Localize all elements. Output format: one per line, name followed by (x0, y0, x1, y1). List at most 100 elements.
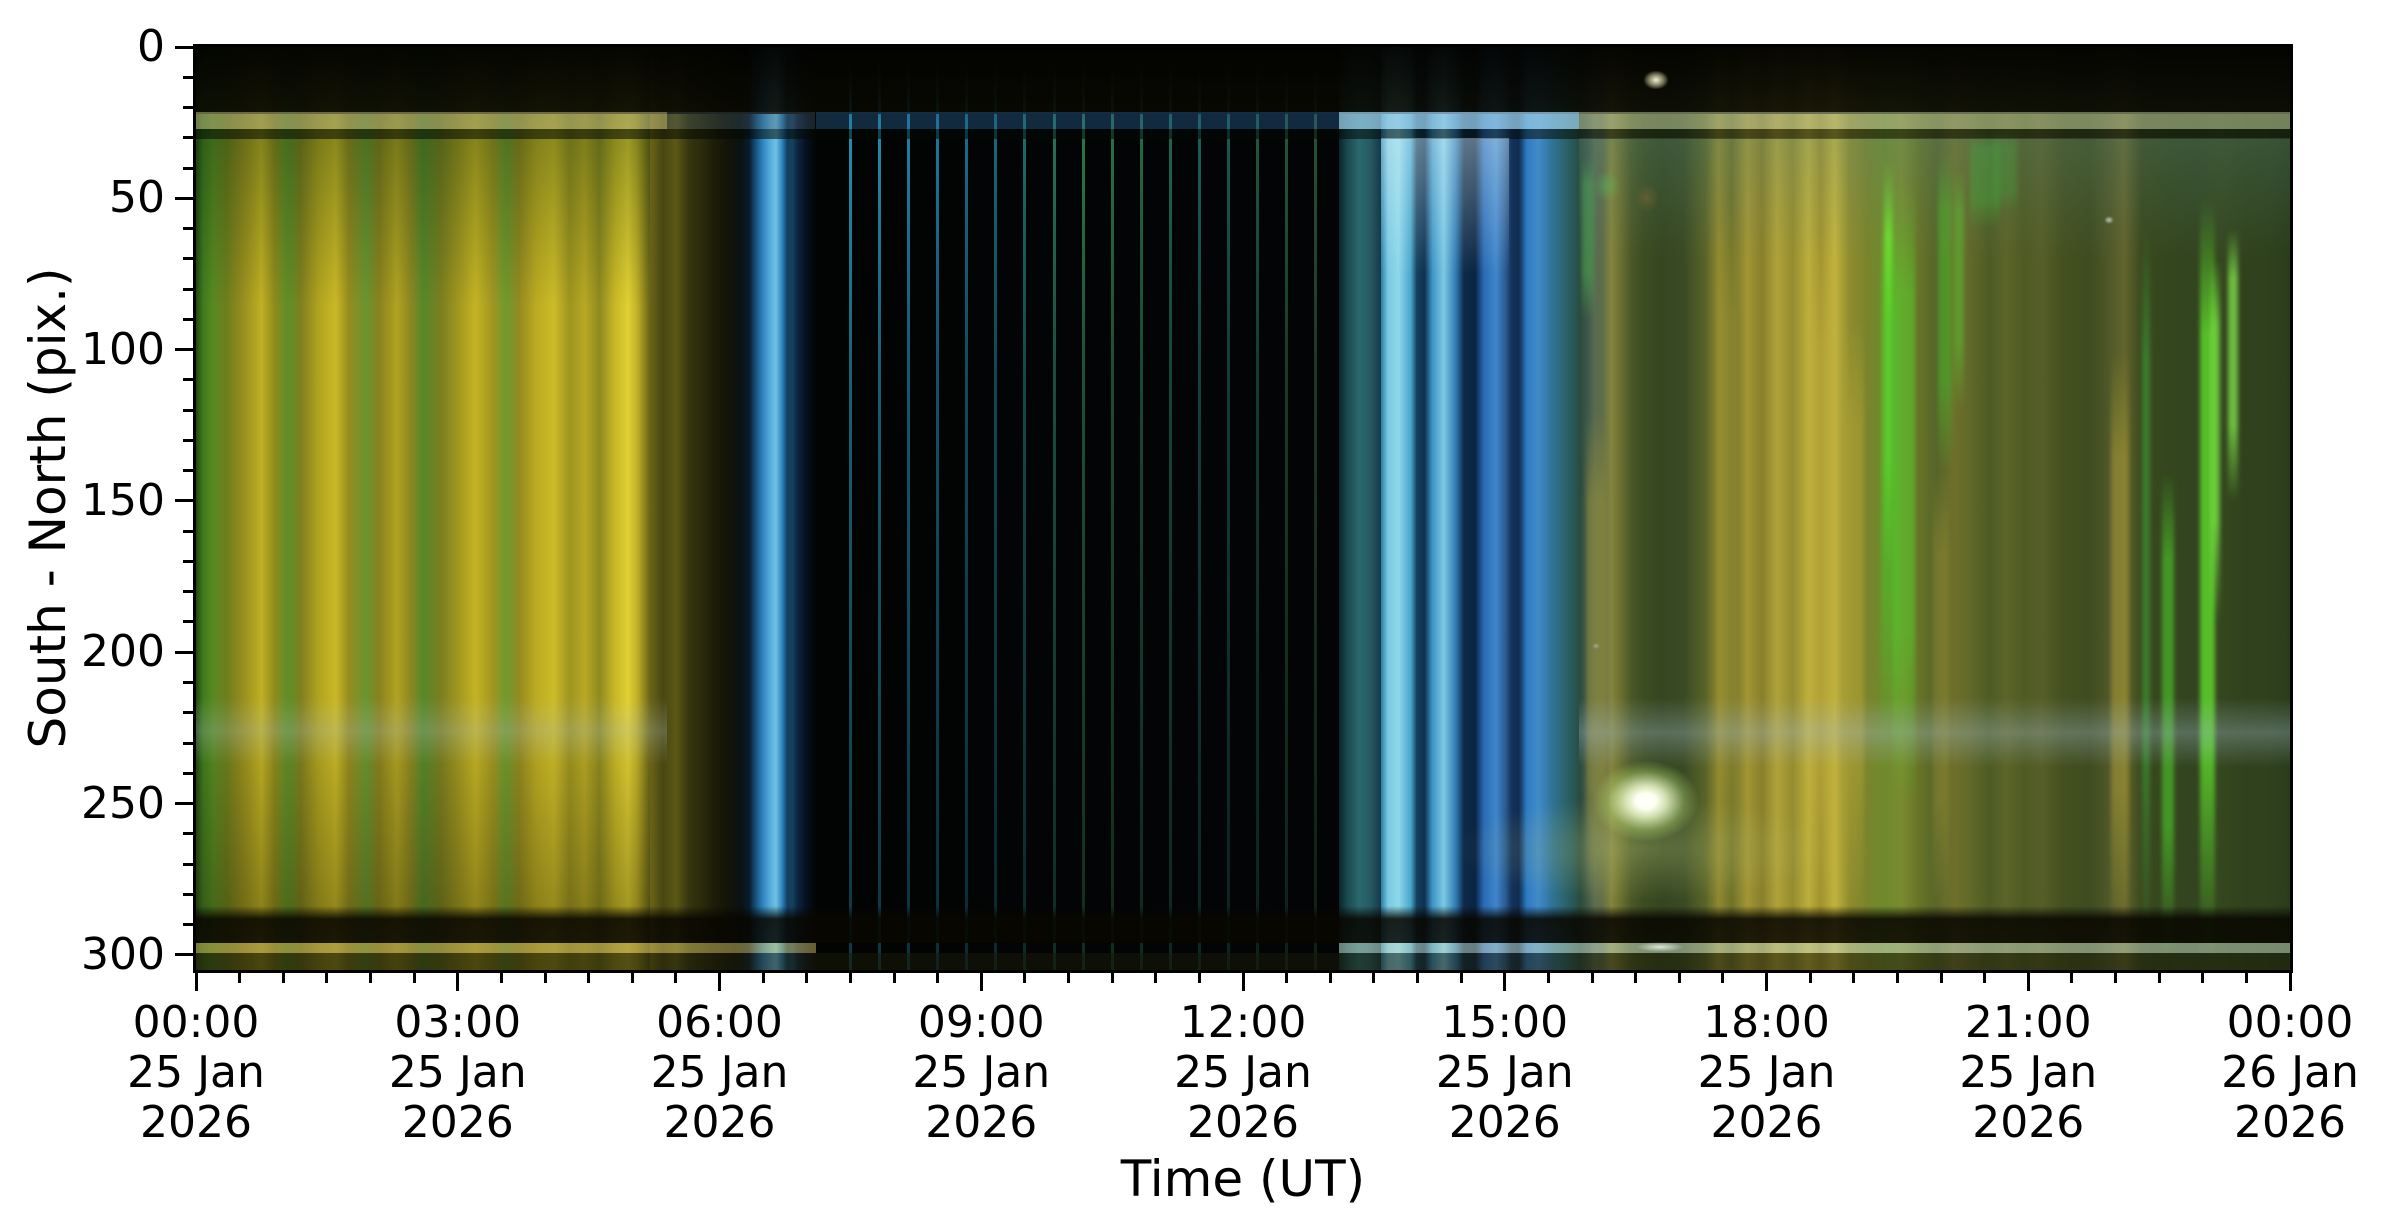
keogram-spot-moon-glow (1594, 760, 1699, 841)
y-minor-tick (183, 559, 193, 563)
keogram-band-horizon-dark-line (196, 128, 2290, 140)
y-tick-label: 100 (81, 323, 165, 375)
y-minor-tick (183, 529, 193, 533)
keogram-segment-afternoon-teal (1339, 47, 1381, 970)
keogram-segment-morning-twilight-blue (750, 47, 816, 970)
aurora-streak-yellow-curtain (1933, 470, 1949, 925)
x-minor-tick (1372, 973, 1376, 983)
x-minor-tick (325, 973, 329, 983)
x-axis-label: Time (UT) (1120, 1150, 1366, 1208)
aurora-streak-green-ray (2211, 258, 2221, 622)
y-major-tick (175, 45, 193, 49)
keogram-band-bottom-tail-dim (196, 953, 2290, 970)
x-minor-tick (1110, 973, 1114, 983)
y-minor-tick (183, 408, 193, 412)
keogram-band-top-horizon-dark (196, 47, 2290, 114)
x-major-tick (456, 973, 460, 991)
y-minor-tick (183, 438, 193, 442)
aurora-streak-green-ray (1995, 131, 2018, 214)
keogram-band-bottom-horizon-dark (196, 906, 2290, 943)
x-minor-tick (1677, 973, 1681, 983)
aurora-streak-yellow-curtain (1805, 228, 1832, 910)
keogram-spot-bottom-bright-blob (1636, 942, 1685, 953)
x-minor-tick (1939, 973, 1943, 983)
x-minor-tick (1067, 973, 1070, 983)
pinstripe-line (994, 47, 998, 970)
keogram-band-horizon-line-twilight (1339, 112, 1579, 129)
x-minor-tick (1983, 973, 1987, 983)
keogram-band-bottom-bright-line-night (196, 942, 816, 954)
aurora-streak-green-ray (2142, 228, 2150, 955)
y-minor-tick (183, 227, 193, 231)
x-major-tick (1765, 973, 1768, 991)
y-minor-tick (183, 136, 193, 140)
keogram-band-twilight-band-tops (1380, 137, 1510, 274)
keogram-band-horizon-line-night (196, 112, 668, 129)
x-minor-tick (805, 973, 809, 983)
y-major-tick (175, 650, 193, 654)
pinstripe-line (1081, 47, 1085, 970)
x-minor-tick (1721, 973, 1725, 983)
pinstripe-line (936, 47, 940, 970)
x-major-tick (1503, 973, 1507, 991)
aurora-streak-yellow-curtain (1718, 198, 1737, 895)
x-tick-label: 09:00 25 Jan 2026 (912, 997, 1051, 1148)
y-tick-label: 150 (81, 474, 165, 526)
keogram-segment-afternoon-twilight-bands (1380, 47, 1579, 970)
x-minor-tick (936, 973, 940, 983)
aurora-streak-green-ray (2161, 470, 2174, 961)
x-minor-tick (630, 973, 634, 983)
y-tick-label: 50 (109, 172, 165, 224)
keogram-band-horizon-line-fade (667, 112, 816, 129)
x-minor-tick (1459, 973, 1463, 983)
keogram-spot-green-patch (1592, 170, 1621, 203)
keogram-band-airglow-band-night (196, 697, 668, 765)
x-minor-tick (1285, 973, 1289, 983)
keogram-segment-aurora-fade (649, 47, 750, 970)
y-minor-tick (183, 741, 193, 745)
aurora-streak-green-ray (1969, 131, 2000, 229)
y-minor-tick (183, 590, 193, 594)
aurora-streak-green-ray (2228, 228, 2239, 501)
x-minor-tick (1546, 973, 1550, 983)
aurora-streak-green-ray (1581, 155, 1594, 320)
keogram-spot-zenith-star-dot (1643, 71, 1668, 90)
x-minor-tick (848, 973, 852, 983)
x-tick-label: 00:00 26 Jan 2026 (2221, 997, 2359, 1148)
y-tick-label: 200 (81, 626, 165, 678)
x-major-tick (2026, 973, 2030, 991)
y-minor-tick (183, 75, 193, 79)
x-minor-tick (543, 973, 547, 983)
x-minor-tick (1895, 973, 1899, 983)
x-tick-label: 00:00 25 Jan 2026 (127, 997, 265, 1148)
x-major-tick (1241, 973, 1245, 991)
pinstripe-line (1256, 47, 1259, 970)
pinstripe-line (1110, 47, 1114, 970)
x-major-tick (194, 973, 198, 991)
x-minor-tick (1808, 973, 1812, 983)
x-tick-label: 03:00 25 Jan 2026 (388, 997, 527, 1148)
x-tick-label: 15:00 25 Jan 2026 (1435, 997, 1574, 1148)
y-tick-label: 0 (137, 21, 165, 72)
pinstripe-line (1285, 47, 1289, 970)
x-minor-tick (2157, 973, 2161, 983)
y-minor-tick (183, 317, 193, 321)
aurora-streak-green-ray (2199, 198, 2215, 961)
pinstripe-line (878, 47, 881, 970)
y-major-tick (175, 196, 193, 200)
y-minor-tick (183, 378, 193, 382)
x-minor-tick (1634, 973, 1638, 983)
x-minor-tick (2070, 973, 2074, 983)
pinstripe-line (907, 47, 910, 970)
y-tick-label: 250 (81, 777, 165, 829)
y-minor-tick (183, 469, 193, 473)
keogram-spot-faint-star-dot (2104, 215, 2115, 224)
pinstripe-line (848, 47, 852, 970)
x-minor-tick (281, 973, 285, 983)
x-tick-label: 12:00 25 Jan 2026 (1174, 997, 1312, 1148)
keogram-band-curtain-shading (196, 47, 650, 970)
keogram-band-horizon-line-day (815, 112, 1339, 129)
x-major-tick (2288, 973, 2292, 991)
pinstripe-line (1197, 47, 1201, 970)
x-minor-tick (1852, 973, 1856, 983)
